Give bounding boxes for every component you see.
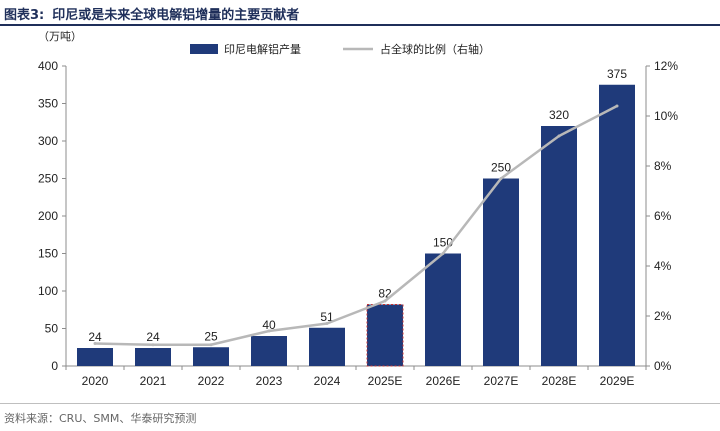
figure-label: 图表3: [4,8,45,23]
bar [135,348,171,366]
bar [599,84,635,366]
bar-value-label: 320 [549,108,569,122]
chart-axes: 0 50 100 150 200 250 300 350 400 0% 2% 4% 6% 8% 10% 12%… [38,30,678,388]
bar-value-label: 51 [320,310,334,324]
x-tick-label: 2025E [368,374,403,388]
line-point [557,134,561,138]
bar-value-label: 375 [607,67,627,81]
legend-swatch-bar [190,44,218,54]
x-tick-label: 2027E [484,374,519,388]
bar [193,347,229,366]
y-tick-label-right: 6% [654,209,672,223]
bar-value-label: 25 [204,329,218,343]
line-point [383,299,387,303]
line-series [93,104,619,347]
figure-title-text: 印尼或是未来全球电解铝增量的主要贡献者 [52,8,300,23]
bar [425,253,461,366]
x-tick-label: 2023 [256,374,283,388]
y-tick-label-left: 350 [38,97,58,111]
line-point [93,342,97,345]
x-tick-label: 2024 [314,374,341,388]
line-path [94,104,618,346]
line-point [325,322,329,325]
bar [251,336,287,366]
bar-value-label: 24 [146,330,160,344]
bar-value-label: 250 [491,161,511,175]
title-rule [0,24,720,26]
bar [309,327,345,366]
y-axis-unit: （万吨） [38,30,82,43]
x-tick-label: 2020 [82,374,109,388]
legend-label-bar: 印尼电解铝产量 [224,42,301,56]
legend: 印尼电解铝产量 占全球的比例（右轴） [190,42,490,56]
line-point [209,343,213,347]
line-point [267,329,271,333]
y-tick-label-left: 100 [38,284,58,298]
y-tick-label-right: 10% [654,109,678,123]
y-tick-label-right: 2% [654,309,672,323]
line-point [441,252,445,255]
figure-title: 图表3: 印尼或是未来全球电解铝增量的主要贡献者 [4,4,299,23]
x-tick-label: 2028E [542,374,577,388]
bar-value-label: 24 [88,330,102,344]
legend-label-line: 占全球的比例（右轴） [380,42,490,56]
x-tick-label: 2029E [600,374,635,388]
line-point [615,104,619,108]
y-tick-label-left: 250 [38,172,58,186]
bar [483,178,519,366]
line-point [151,343,155,347]
y-tick-label-left: 400 [38,59,58,73]
y-tick-label-right: 4% [654,259,672,273]
bar-value-label: 40 [262,318,276,332]
y-tick-label-left: 50 [45,322,59,336]
bar [366,304,404,367]
source-note: 资料来源：CRU、SMM、华泰研究预测 [4,412,197,425]
x-tick-label: 2022 [198,374,225,388]
x-tick-label: 2021 [140,374,167,388]
x-tick-label: 2026E [426,374,461,388]
line-point [499,177,503,180]
y-tick-label-left: 150 [38,247,58,261]
chart: 0 50 100 150 200 250 300 350 400 0% 2% 4% 6% 8% 10% 12%… [38,30,678,388]
y-tick-label-left: 0 [51,359,58,373]
bar [541,126,577,366]
y-tick-label-right: 12% [654,59,678,73]
bar [77,348,113,366]
y-tick-label-right: 0% [654,359,672,373]
y-tick-label-left: 200 [38,209,58,223]
y-tick-label-left: 300 [38,134,58,148]
source-rule [0,403,720,404]
y-tick-label-right: 8% [654,159,672,173]
